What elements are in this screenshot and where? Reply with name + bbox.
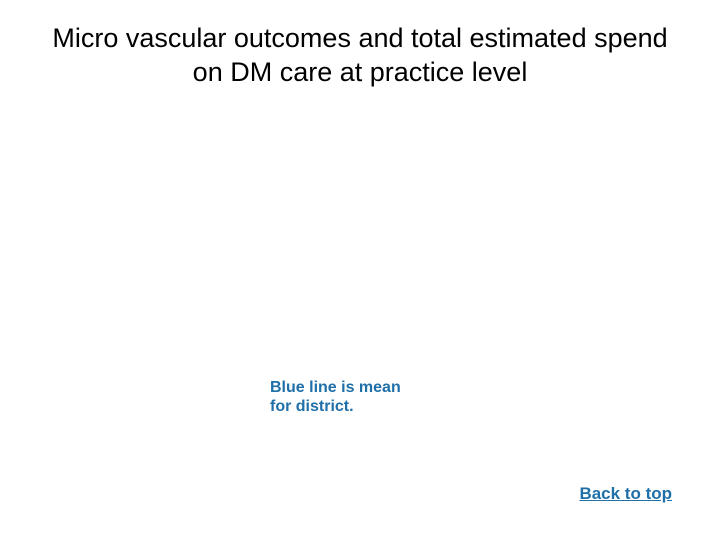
legend-note: Blue line is mean for district. (270, 378, 450, 416)
legend-note-line2: for district. (270, 398, 354, 415)
legend-note-line1: Blue line is mean (270, 379, 401, 396)
back-to-top-link[interactable]: Back to top (579, 484, 672, 504)
slide-title: Micro vascular outcomes and total estima… (0, 22, 720, 90)
